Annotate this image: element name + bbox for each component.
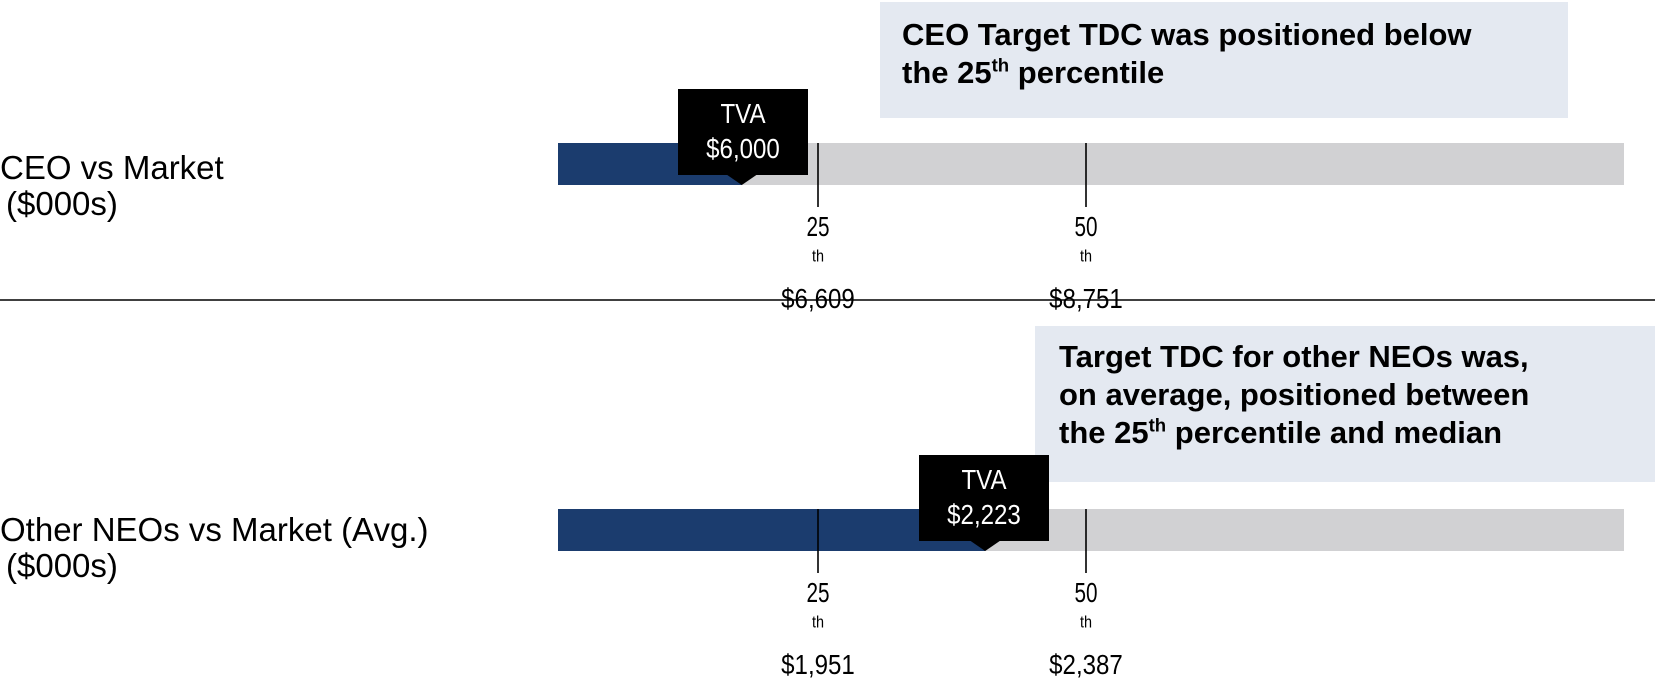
neo-callout-end: percentile and median	[1166, 415, 1503, 450]
ceo-marker-25th-value: $6,609	[781, 283, 855, 314]
neo-row-label: Other NEOs vs Market (Avg.) ($000s)	[0, 512, 428, 584]
ceo-marker-25th-suffix: th	[811, 246, 825, 266]
ceo-row-title: CEO vs Market	[0, 149, 224, 186]
neo-callout-line1: Target TDC for other NEOs was,	[1059, 339, 1529, 374]
neo-tva-bar	[558, 509, 986, 551]
neo-callout-line2: on average, positioned between	[1059, 377, 1530, 412]
neo-callout-line3: the 25th percentile and median	[1059, 415, 1502, 450]
neo-marker-50th-label: 50 th $2,387	[1006, 575, 1166, 683]
neo-tva-box: TVA $2,223	[919, 455, 1050, 541]
neo-row-unit: ($000s)	[6, 547, 118, 584]
ceo-row-unit: ($000s)	[6, 185, 118, 222]
ceo-marker-50th-suffix: th	[1079, 246, 1093, 266]
ceo-callout-pct-suffix: th	[991, 54, 1010, 76]
ceo-callout-pct: the 25	[902, 55, 992, 90]
neo-row-title: Other NEOs vs Market (Avg.)	[0, 511, 429, 548]
neo-callout-pct-suffix: th	[1148, 414, 1167, 436]
ceo-marker-25th-pct: 25	[806, 211, 830, 242]
neo-marker-25th-pct: 25	[806, 577, 830, 608]
neo-callout-pct: the 25	[1059, 415, 1149, 450]
ceo-marker-25th-label: 25 th $6,609	[738, 209, 898, 317]
ceo-row-label: CEO vs Market ($000s)	[0, 150, 224, 222]
neo-marker-25th-suffix: th	[811, 612, 825, 632]
ceo-marker-50th-pct: 50	[1074, 211, 1098, 242]
neo-tva-pointer	[969, 540, 1002, 551]
ceo-callout-end: percentile	[1009, 55, 1165, 90]
ceo-marker-50th-label: 50 th $8,751	[1006, 209, 1166, 317]
ceo-tva-value: $6,000	[705, 133, 780, 164]
neo-marker-50th-suffix: th	[1079, 612, 1093, 632]
ceo-tva-box: TVA $6,000	[677, 89, 808, 175]
neo-marker-50th-pct: 50	[1074, 577, 1098, 608]
ceo-callout-line1: CEO Target TDC was positioned below	[902, 17, 1472, 52]
ceo-callout: CEO Target TDC was positioned below the …	[880, 2, 1568, 118]
neo-marker-25th-label: 25 th $1,951	[738, 575, 898, 683]
ceo-tva-pointer	[725, 174, 758, 185]
neo-marker-50th-value: $2,387	[1049, 649, 1123, 680]
ceo-callout-line2: the 25th percentile	[902, 55, 1164, 90]
neo-callout: Target TDC for other NEOs was, on averag…	[1035, 326, 1655, 482]
neo-tva-value: $2,223	[947, 499, 1022, 530]
neo-tva-label: TVA	[961, 464, 1007, 495]
ceo-marker-50th-value: $8,751	[1049, 283, 1123, 314]
ceo-tva-label: TVA	[720, 98, 766, 129]
neo-marker-25th-value: $1,951	[781, 649, 855, 680]
